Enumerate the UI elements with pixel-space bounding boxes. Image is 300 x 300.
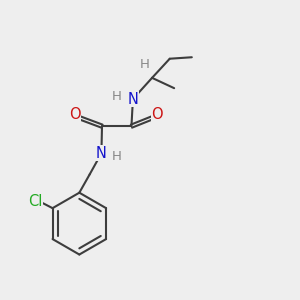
- Text: Cl: Cl: [28, 194, 42, 209]
- Text: N: N: [128, 92, 138, 106]
- Text: H: H: [112, 90, 122, 103]
- Text: O: O: [69, 107, 80, 122]
- Text: O: O: [152, 107, 163, 122]
- Text: H: H: [140, 58, 150, 71]
- Text: H: H: [112, 150, 122, 163]
- Text: N: N: [96, 146, 107, 161]
